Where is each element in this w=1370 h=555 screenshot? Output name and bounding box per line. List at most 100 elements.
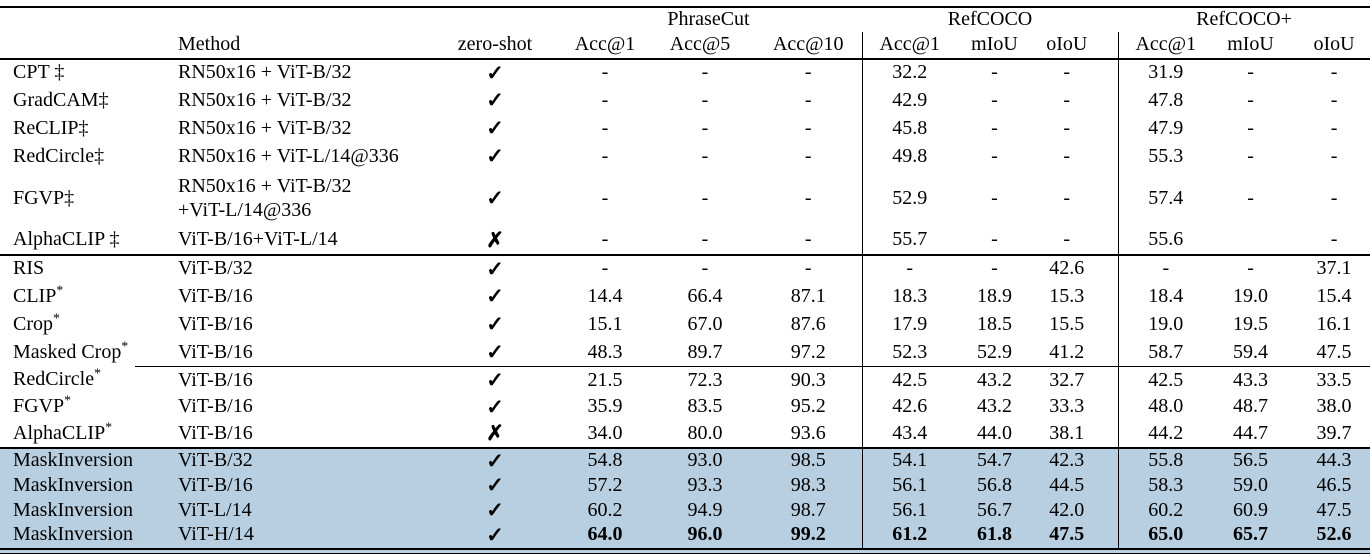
method-name: FGVP‡ xyxy=(13,186,75,209)
backbone-name: RN50x16 + ViT-L/14@336 xyxy=(178,144,399,167)
metric-value: 59.0 xyxy=(1233,473,1269,496)
method-name: Masked Crop* xyxy=(13,338,129,363)
metric-value: 96.0 xyxy=(687,523,723,546)
table-row: Crop* ViT-B/16 ✓ 15.1 67.0 87.6 17.9 18.5 15.5 19… xyxy=(0,310,1370,339)
metric-value: - xyxy=(701,61,709,84)
metric-value: 17.9 xyxy=(892,312,928,335)
metric-value: - xyxy=(957,253,1042,283)
metric-value: - xyxy=(1042,58,1119,87)
method-name: AlphaCLIP* xyxy=(13,419,113,444)
metric-value: - xyxy=(991,144,998,167)
method-name: MaskInversion xyxy=(13,498,133,521)
metric-value: 35.9 xyxy=(587,395,623,418)
table-row: RedCircle‡ RN50x16 + ViT-L/14@336 ✓ - - - 49.8… xyxy=(0,142,1370,171)
metric-value: - xyxy=(1247,186,1254,209)
metric-value: - xyxy=(991,61,998,84)
metric-value: 31.9 xyxy=(1148,61,1184,84)
metric-value: 42.6 xyxy=(892,395,928,418)
metric-value: 83.5 xyxy=(687,395,723,418)
metric-value: - xyxy=(701,88,709,111)
metric-value: 66.4 xyxy=(687,284,723,307)
metric-value: - xyxy=(1247,88,1254,111)
metric-value: - xyxy=(601,144,609,167)
method-name: MaskInversion xyxy=(13,473,133,496)
group-header-phrasecut: PhraseCut xyxy=(667,8,750,30)
zero-shot-check-icon: ✓ xyxy=(486,144,504,169)
column-header-row: Method zero-shot Acc@1 Acc@5 Acc@10 Acc@… xyxy=(0,31,1370,60)
method-name: RedCircle‡ xyxy=(13,144,105,167)
metric-value: 38.0 xyxy=(1316,395,1352,418)
metric-value: 55.8 xyxy=(1118,446,1214,474)
zero-shot-cross-icon: ✗ xyxy=(486,227,504,252)
backbone-name: RN50x16 + ViT-B/32 xyxy=(178,88,352,111)
metric-value: - xyxy=(601,186,609,209)
metric-value: 37.1 xyxy=(1298,253,1370,283)
backbone-name: ViT-B/32 xyxy=(135,446,435,474)
method-name: GradCAM‡ xyxy=(13,88,109,111)
metric-value: 47.5 xyxy=(1316,340,1352,363)
table-row: CPT ‡ RN50x16 + ViT-B/32 ✓ - - - 32.2 - - 31.9 - - xyxy=(0,58,1370,87)
backbone-name: RN50x16 + ViT-B/32 +ViT-L/14@336 xyxy=(178,175,352,221)
method-superscript: * xyxy=(56,282,64,298)
metric-value: 57.4 xyxy=(1148,186,1184,209)
col-header-refcoco-plus-acc1: Acc@1 xyxy=(1118,31,1214,60)
metric-value: 56.7 xyxy=(977,498,1012,521)
group-header-row: PhraseCut RefCOCO RefCOCO+ xyxy=(0,7,1370,32)
metric-value: 42.3 xyxy=(1042,446,1119,474)
table-row: RIS ViT-B/32 ✓ - - - - -42.6- -37.1 xyxy=(0,253,1370,283)
backbone-name: RN50x16 + ViT-B/32 xyxy=(178,116,352,139)
metric-value: 42.0 xyxy=(1042,498,1119,523)
method-superscript: * xyxy=(105,419,113,435)
metric-value: - xyxy=(1213,253,1299,283)
metric-value: 55.6 xyxy=(1148,228,1184,251)
metric-value: 15.5 xyxy=(1042,310,1119,339)
col-header-refcoco-plus-oiou: oIoU xyxy=(1298,31,1370,60)
metric-value: 52.6 xyxy=(1316,523,1352,546)
metric-value: 15.1 xyxy=(587,312,623,335)
backbone-name: ViT-H/14 xyxy=(178,523,254,546)
table-row: FGVP‡ RN50x16 + ViT-B/32 +ViT-L/14@336 ✓ - - -… xyxy=(0,170,1370,227)
metric-value: 44.7 xyxy=(1233,421,1269,444)
zero-shot-check-icon: ✓ xyxy=(486,284,504,309)
metric-value: 94.9 xyxy=(687,498,723,521)
metric-value: 15.4 xyxy=(1316,284,1352,307)
col-header-phrasecut-acc10: Acc@10 xyxy=(755,31,863,60)
method-superscript: * xyxy=(121,338,129,354)
method-superscript: * xyxy=(94,365,101,381)
metric-value: 43.2 xyxy=(977,395,1012,418)
metric-value: - xyxy=(1247,144,1254,167)
metric-value: - xyxy=(701,144,709,167)
metric-value: 54.8 xyxy=(555,446,655,474)
metric-value: - xyxy=(755,86,863,115)
metric-value: - xyxy=(601,88,609,111)
metric-value: 47.9 xyxy=(1148,116,1184,139)
metric-value: 18.3 xyxy=(892,284,928,307)
table-row: AlphaCLIP ‡ ViT-B/16+ViT-L/14 ✗ - - - 55.7 - - 55… xyxy=(0,226,1370,255)
metric-value: 42.5 xyxy=(1118,366,1214,394)
zero-shot-check-icon: ✓ xyxy=(486,60,504,85)
table-row: MaskInversion ViT-B/32 ✓ 54.8 93.0 98.5 54.1 54… xyxy=(0,446,1370,474)
method-superscript: * xyxy=(64,392,71,408)
metric-value: 38.1 xyxy=(1042,420,1119,448)
metric-value: 56.1 xyxy=(892,473,928,496)
metric-value: 93.3 xyxy=(687,473,723,496)
metric-value: - xyxy=(1330,61,1338,84)
metric-value: 52.9 xyxy=(977,340,1012,363)
metric-value: - xyxy=(755,142,863,171)
metric-value: 19.0 xyxy=(1233,284,1269,307)
metric-value: 42.6 xyxy=(1042,253,1119,283)
metric-value: 34.0 xyxy=(587,421,623,444)
metric-value: 48.3 xyxy=(587,340,623,363)
metric-value: 52.9 xyxy=(892,186,928,209)
metric-value: 95.2 xyxy=(755,393,863,421)
table-row: MaskInversion ViT-H/14 ✓ 64.0 96.0 99.2 61.2 61… xyxy=(0,522,1370,548)
metric-value: - xyxy=(601,61,609,84)
metric-value: 54.7 xyxy=(957,446,1042,474)
metric-value: 56.5 xyxy=(1213,446,1299,474)
zero-shot-check-icon: ✓ xyxy=(486,116,504,141)
metric-value: 93.0 xyxy=(655,446,755,474)
metric-value: 57.2 xyxy=(587,473,623,496)
zero-shot-check-icon: ✓ xyxy=(486,394,504,419)
metric-value: 41.2 xyxy=(1042,338,1119,367)
